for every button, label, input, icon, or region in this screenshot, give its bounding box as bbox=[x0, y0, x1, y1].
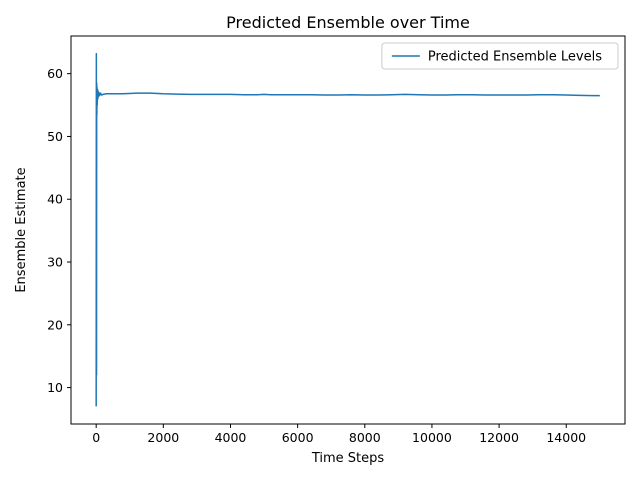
x-tick-label: 10000 bbox=[412, 430, 452, 445]
chart-title: Predicted Ensemble over Time bbox=[226, 13, 470, 32]
x-tick-label: 14000 bbox=[546, 430, 586, 445]
legend: Predicted Ensemble Levels bbox=[381, 42, 619, 70]
legend-label: Predicted Ensemble Levels bbox=[428, 50, 602, 65]
x-tick-label: 2000 bbox=[147, 430, 179, 445]
y-axis: 10 20 30 40 50 60 bbox=[47, 66, 71, 395]
legend-box bbox=[381, 42, 619, 70]
plot-frame bbox=[70, 35, 626, 425]
y-axis-label: Ensemble Estimate bbox=[14, 167, 29, 292]
plot-area bbox=[95, 52, 600, 407]
x-axis-label: Time Steps bbox=[311, 451, 385, 466]
x-tick-label: 0 bbox=[92, 430, 100, 445]
x-tick-label: 6000 bbox=[282, 430, 314, 445]
x-tick-label: 12000 bbox=[479, 430, 519, 445]
y-tick-label: 20 bbox=[47, 317, 63, 332]
y-tick-label: 40 bbox=[47, 192, 63, 207]
y-tick-label: 60 bbox=[47, 66, 63, 81]
x-tick-label: 8000 bbox=[349, 430, 381, 445]
x-axis: 0 2000 4000 6000 8000 10000 12000 14000 bbox=[92, 424, 586, 445]
series-layer bbox=[95, 52, 600, 407]
y-tick-label: 50 bbox=[47, 129, 63, 144]
y-tick-label: 30 bbox=[47, 255, 63, 270]
y-tick-label: 10 bbox=[47, 380, 63, 395]
series-line bbox=[95, 52, 600, 407]
x-tick-label: 4000 bbox=[215, 430, 247, 445]
